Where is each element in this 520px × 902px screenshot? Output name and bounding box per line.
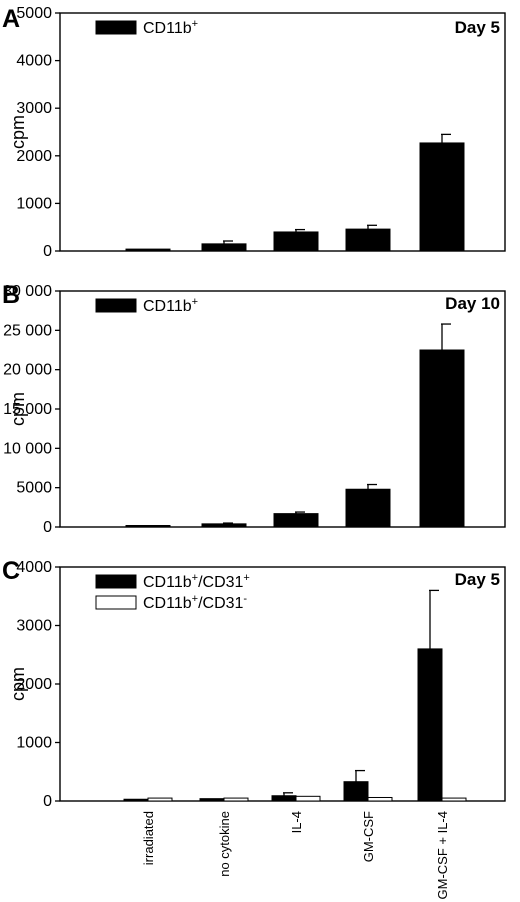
y-axis-label: cpm (8, 667, 28, 701)
bar (271, 795, 297, 802)
y-tick-label: 5000 (16, 5, 52, 22)
legend-label: CD11b+/CD31+ (143, 572, 250, 591)
y-tick-label: 0 (43, 243, 52, 260)
bar (125, 525, 171, 528)
y-tick-label: 4000 (16, 53, 52, 70)
bar (419, 349, 465, 528)
bar (419, 142, 465, 252)
bar (123, 798, 149, 802)
category-label: irradiated (141, 811, 156, 865)
bar (345, 488, 391, 528)
panel-letter: C (2, 557, 20, 585)
legend-label-mid: /CD31 (198, 595, 243, 612)
bar (343, 781, 369, 802)
bar (367, 796, 393, 802)
legend-swatch (95, 298, 137, 313)
bar (273, 513, 319, 528)
legend-label-base: CD11b (143, 20, 192, 37)
legend-label-base: CD11b (143, 298, 192, 315)
y-tick-label: 1000 (16, 735, 52, 752)
legend-swatch (95, 574, 137, 589)
y-tick-label: 5000 (16, 480, 52, 497)
panel-b: B Day 10 0 5000 10 000 15 000 20 000 25 000 30 0… (2, 281, 506, 536)
legend-label-sup2: + (243, 572, 249, 584)
y-tick-label: 0 (43, 793, 52, 810)
y-tick-label: 3000 (16, 618, 52, 635)
legend-label: CD11b+/CD31- (143, 593, 247, 612)
panel-a: A Day 5 0 1000 2000 3000 4000 5000 cpm CD11b+ (2, 5, 506, 260)
bar (295, 795, 321, 802)
legend-label-sup: + (192, 18, 198, 30)
panel-letter: A (2, 5, 20, 33)
panel-tag: Day 10 (445, 294, 500, 313)
bar (417, 648, 443, 802)
bar (201, 243, 247, 252)
legend-label-base: CD11b (143, 595, 192, 612)
legend-label-sup2: - (243, 593, 247, 605)
y-tick-label: 2000 (16, 676, 52, 693)
bar (201, 523, 247, 528)
y-tick-label: 2000 (16, 148, 52, 165)
bar (223, 797, 249, 802)
category-label: no cytokine (217, 811, 232, 877)
y-tick-label: 10 000 (3, 440, 52, 457)
legend-label-base: CD11b (143, 574, 192, 591)
panel-tag: Day 5 (455, 18, 500, 37)
panel-letter: B (2, 281, 20, 309)
category-label: GM-CSF (361, 811, 376, 862)
y-tick-label: 30 000 (3, 283, 52, 300)
bar (147, 797, 173, 802)
y-tick-label: 0 (43, 519, 52, 536)
y-tick-label: 4000 (16, 559, 52, 576)
panel-c: C Day 501000200030004000cpmCD11b+/CD31+CD… (2, 557, 506, 810)
legend-label: CD11b+ (143, 296, 198, 315)
legend-swatch (95, 20, 137, 35)
legend-label: CD11b+ (143, 18, 198, 37)
legend-label-sup: + (192, 572, 198, 584)
y-tick-label: 3000 (16, 100, 52, 117)
bar (199, 798, 225, 802)
category-label: IL-4 (289, 811, 304, 833)
bar (441, 797, 467, 802)
y-axis-label: cpm (8, 115, 28, 149)
y-tick-label: 25 000 (3, 322, 52, 339)
legend-label-sup: + (192, 296, 198, 308)
y-tick-label: 20 000 (3, 362, 52, 379)
bar (273, 231, 319, 252)
y-tick-label: 15 000 (3, 401, 52, 418)
panel-tag: Day 5 (455, 570, 500, 589)
legend-label-mid: /CD31 (198, 574, 243, 591)
bar (125, 248, 171, 252)
bar (345, 228, 391, 252)
y-axis-label: cpm (8, 392, 28, 426)
category-label: GM-CSF + IL-4 (435, 811, 450, 900)
y-tick-label: 1000 (16, 195, 52, 212)
legend-label-sup: + (192, 593, 198, 605)
legend-swatch (95, 595, 137, 610)
